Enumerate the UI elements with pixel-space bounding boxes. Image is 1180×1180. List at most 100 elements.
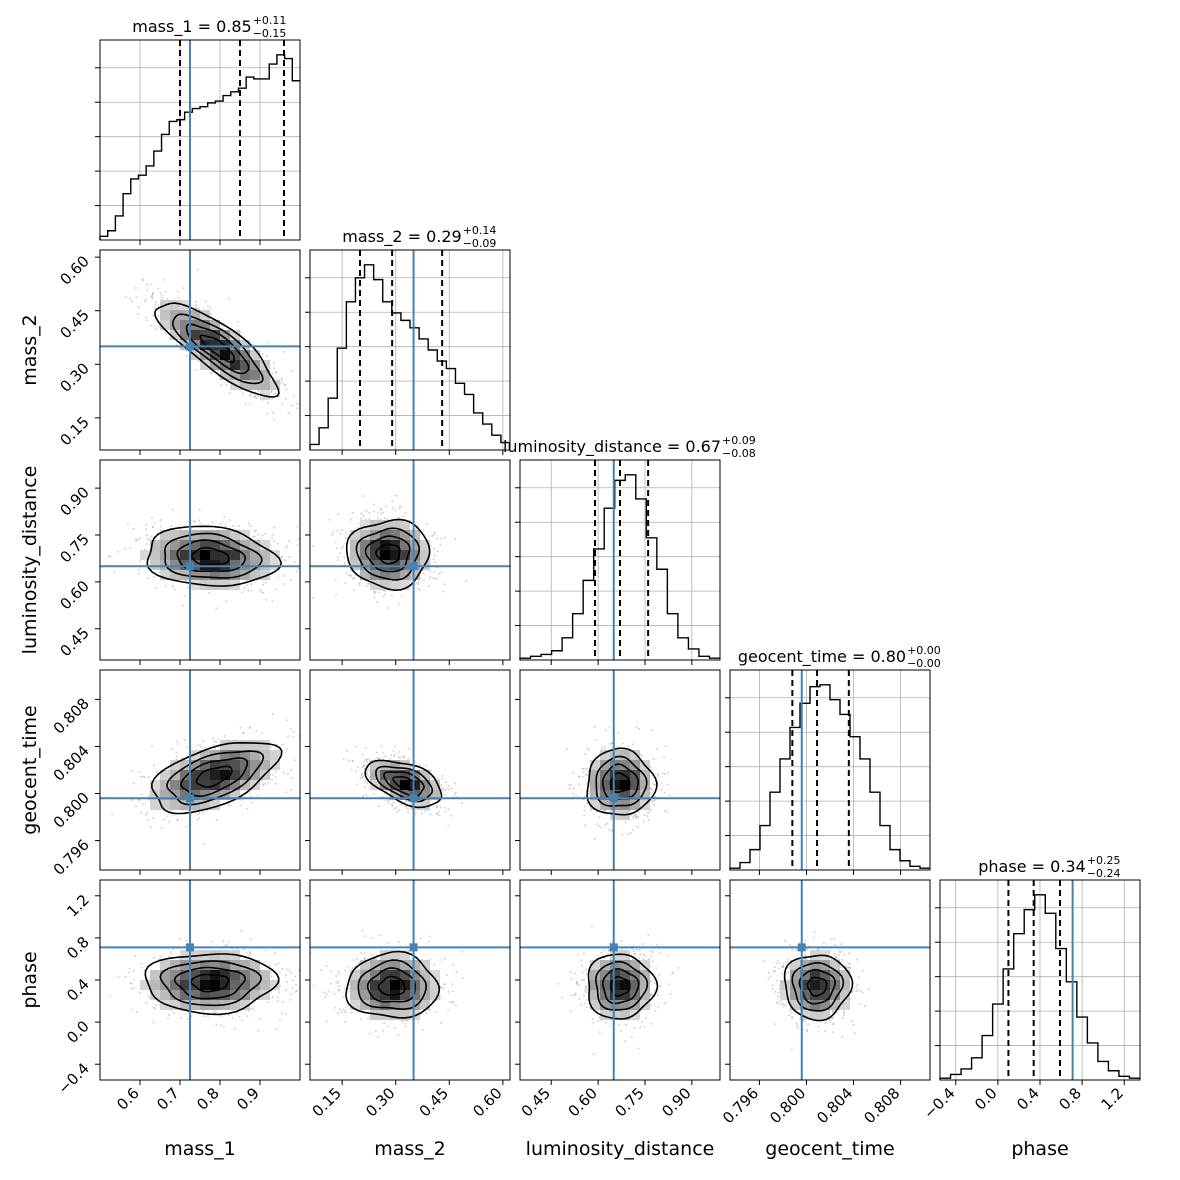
sample-point <box>262 784 265 787</box>
sample-point <box>149 826 152 829</box>
sample-point <box>368 1032 371 1035</box>
sample-point <box>414 812 417 814</box>
density-cell <box>260 390 270 400</box>
sample-point <box>228 392 231 395</box>
density-cell <box>380 760 390 770</box>
sample-point <box>431 577 434 580</box>
sample-point <box>171 948 174 950</box>
sample-point <box>153 521 156 524</box>
sample-point <box>404 1022 406 1025</box>
sample-point <box>290 993 293 996</box>
density-cell <box>170 970 180 980</box>
sample-point <box>332 531 335 534</box>
sample-point <box>444 780 447 783</box>
density-cell <box>180 530 190 540</box>
density-cell <box>200 550 210 560</box>
density-cell <box>210 790 220 800</box>
histogram-mass_1 <box>99 54 300 240</box>
sample-point <box>155 1003 158 1006</box>
sample-point <box>407 748 410 750</box>
sample-point <box>252 395 255 398</box>
density-cell <box>220 770 230 780</box>
sample-point <box>145 542 148 545</box>
density-cell <box>390 760 400 770</box>
sample-point <box>325 965 328 968</box>
sample-point <box>131 799 134 802</box>
sample-point <box>383 593 386 596</box>
density-cell <box>200 350 210 360</box>
sample-point <box>284 546 287 549</box>
sample-point <box>281 556 284 558</box>
sample-point <box>254 395 257 398</box>
sample-point <box>402 515 405 517</box>
sample-point <box>151 295 154 298</box>
sample-point <box>348 759 351 762</box>
sample-point <box>134 287 137 289</box>
density-cell <box>240 370 250 380</box>
sample-point <box>243 587 246 590</box>
sample-point <box>362 764 365 767</box>
title-luminosity_distance: luminosity_distance = 0.67 +0.09−0.08 <box>503 434 756 460</box>
sample-point <box>145 534 148 537</box>
title-sup: +0.11 <box>253 14 287 27</box>
sample-point <box>393 801 396 804</box>
density-cell <box>220 760 230 770</box>
density-cell <box>220 530 230 540</box>
sample-point <box>297 969 300 971</box>
sample-point <box>271 533 274 536</box>
sample-point <box>362 775 365 778</box>
sample-point <box>405 1025 408 1028</box>
sample-point <box>280 556 283 559</box>
density-cell <box>350 560 360 570</box>
sample-point <box>312 984 315 987</box>
sample-point <box>152 1021 155 1024</box>
title-main: mass_2 = 0.29 <box>342 227 461 247</box>
sample-point <box>152 1006 155 1009</box>
sample-point <box>433 963 436 966</box>
sample-point <box>443 957 446 960</box>
sample-point <box>436 813 439 816</box>
density-cell <box>190 980 200 990</box>
density-cell <box>180 560 190 570</box>
density-cell <box>250 560 260 570</box>
contour-line <box>164 532 263 579</box>
density-cell <box>200 760 210 770</box>
sample-point <box>157 287 160 290</box>
sample-point <box>148 538 151 541</box>
density-cell <box>150 540 160 550</box>
sample-point <box>142 803 145 806</box>
sample-point <box>290 769 293 772</box>
sample-point <box>202 811 204 814</box>
sample-point <box>224 735 227 737</box>
density-cell <box>370 770 380 780</box>
sample-point <box>144 316 147 319</box>
density-cell <box>390 780 400 790</box>
density-cell <box>160 800 170 810</box>
sample-point <box>318 765 320 767</box>
density-cell <box>190 560 200 570</box>
contour-line <box>153 302 280 398</box>
sample-point <box>396 810 399 813</box>
title-main: mass_1 = 0.85 <box>132 17 251 37</box>
joint-panel-mass_2-luminosity_distance <box>309 459 511 661</box>
sample-point <box>285 968 288 971</box>
sample-point <box>138 770 141 773</box>
sample-point <box>375 600 378 603</box>
sample-point <box>132 527 135 530</box>
sample-point <box>352 958 355 961</box>
sample-point <box>234 1027 237 1030</box>
sample-point <box>126 522 129 525</box>
density-cell <box>230 550 240 560</box>
density-cell <box>420 790 430 800</box>
sample-point <box>255 730 258 732</box>
sample-point <box>285 388 288 391</box>
sample-point <box>352 760 355 763</box>
density-cell <box>180 770 190 780</box>
sample-point <box>162 278 165 281</box>
sample-point <box>286 772 289 775</box>
density-cell <box>390 570 400 580</box>
sample-point <box>271 996 274 999</box>
sample-point <box>436 805 439 808</box>
sample-point <box>383 1022 385 1025</box>
sample-point <box>220 324 223 327</box>
